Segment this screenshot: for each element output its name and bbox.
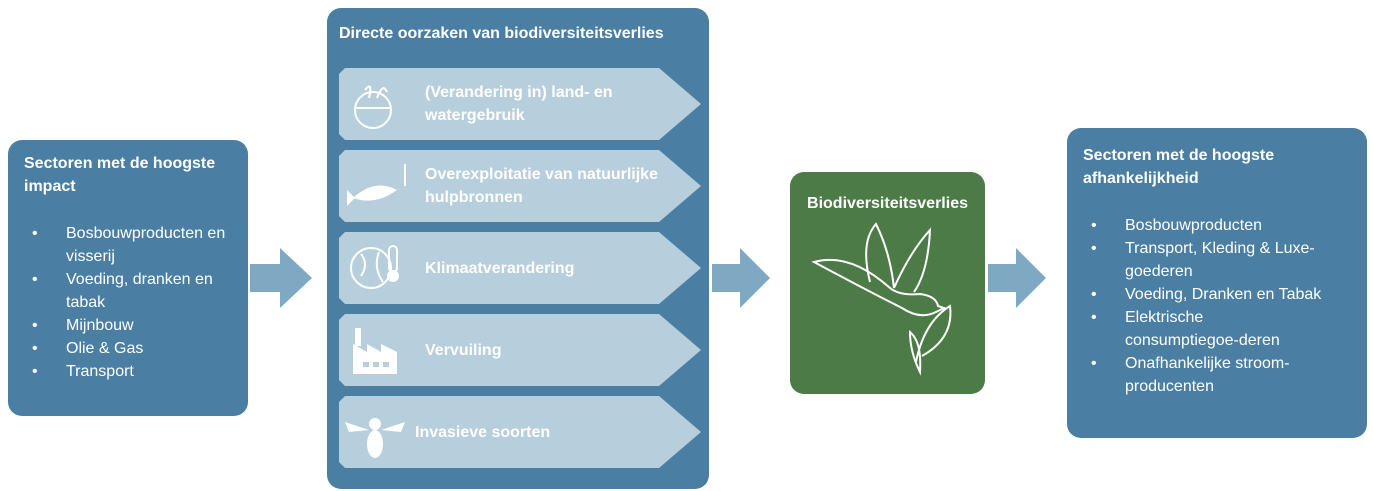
center-title: Biodiversiteitsverlies [790, 192, 985, 215]
arrow [988, 248, 1046, 308]
dependency-item: Voeding, Dranken en Tabak [1083, 283, 1353, 306]
causes-box: Directe oorzaken van biodiversiteitsverl… [327, 8, 709, 489]
cause: Overexploitatie van natuurlijke hulpbron… [339, 150, 701, 222]
cause: Vervuiling [339, 314, 701, 386]
arrow [712, 248, 770, 308]
cause-label: (Verandering in) land- en watergebruik [425, 68, 665, 140]
dependency-box: Sectoren met de hoogste afhankelijkheid … [1067, 128, 1367, 438]
dependency-item: Transport, Kleding & Luxe-goederen [1083, 237, 1353, 283]
impact-item: Mijnbouw [24, 314, 240, 337]
page: {"left_box": {"title": "Sectoren met de … [0, 0, 1373, 491]
impact-list: Bosbouwproducten en visserij Voeding, dr… [24, 222, 240, 383]
center-box: Biodiversiteitsverlies [790, 172, 985, 394]
dependency-item: Elektrische consumptiegoe-deren [1083, 306, 1305, 352]
causes-title: Directe oorzaken van biodiversiteitsverl… [339, 22, 664, 45]
cause: (Verandering in) land- en watergebruik [339, 68, 701, 140]
cause-label: Klimaatverandering [425, 232, 665, 304]
dependency-item: Bosbouwproducten [1083, 214, 1353, 237]
impact-item: Bosbouwproducten en visserij [24, 222, 240, 268]
cause-label: Invasieve soorten [415, 396, 655, 468]
bird-icon [810, 222, 970, 382]
cause: Klimaatverandering [339, 232, 701, 304]
impact-box: Sectoren met de hoogste impact Bosbouwpr… [8, 140, 248, 416]
cause-label: Vervuiling [425, 314, 665, 386]
impact-item: Transport [24, 360, 240, 383]
impact-item: Voeding, dranken en tabak [24, 268, 240, 314]
dependency-list: Bosbouwproducten Transport, Kleding & Lu… [1083, 214, 1353, 398]
dependency-title: Sectoren met de hoogste afhankelijkheid [1083, 144, 1313, 190]
cause: Invasieve soorten [339, 396, 701, 468]
impact-title: Sectoren met de hoogste impact [24, 152, 240, 198]
arrow [250, 248, 312, 308]
impact-item: Olie & Gas [24, 337, 240, 360]
dependency-item: Onafhankelijke stroom-producenten [1083, 352, 1315, 398]
cause-label: Overexploitatie van natuurlijke hulpbron… [425, 150, 665, 222]
